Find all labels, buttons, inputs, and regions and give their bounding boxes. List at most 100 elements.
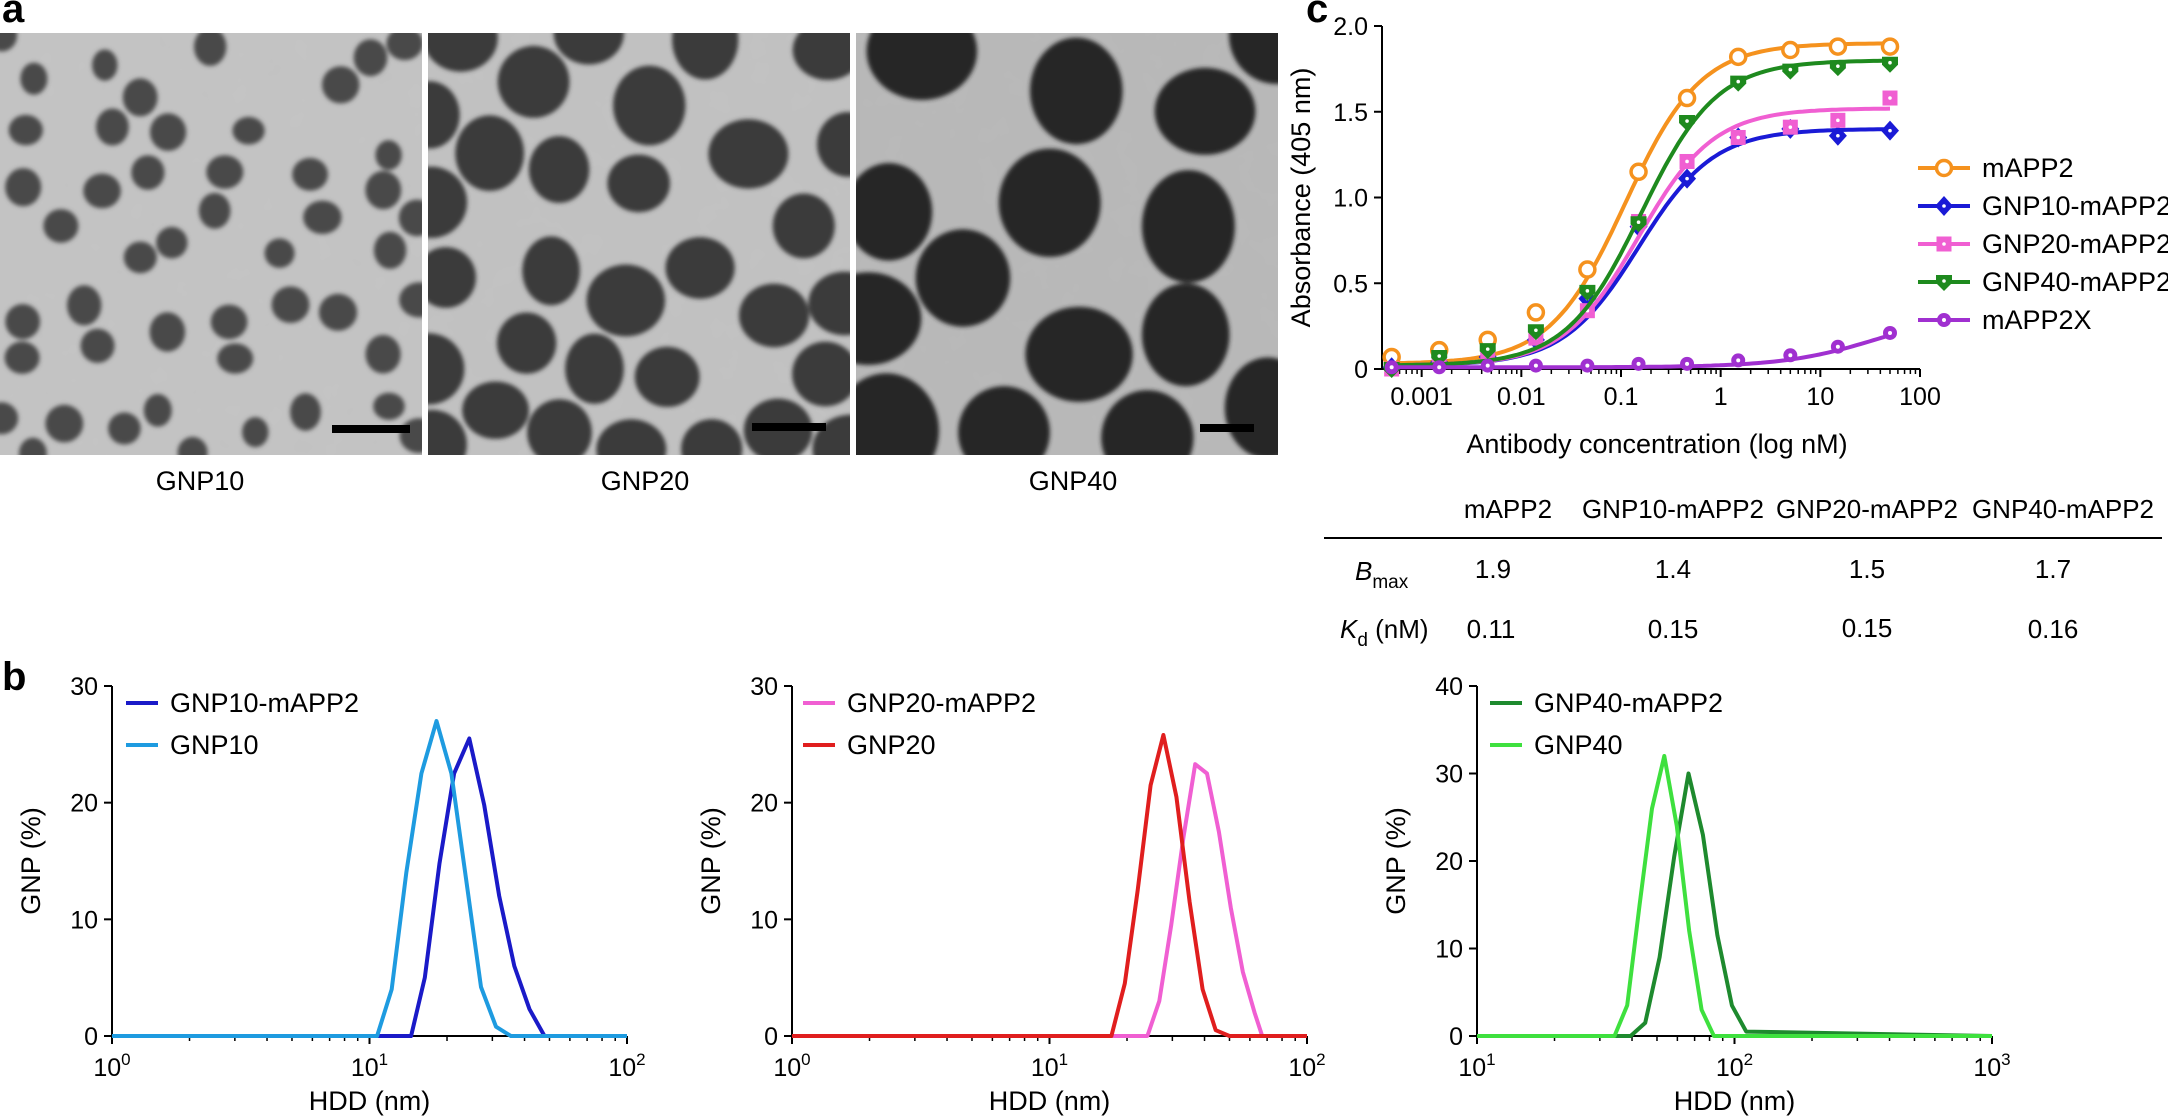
y-tick-label: 30	[70, 673, 98, 701]
nanoparticle	[83, 173, 121, 209]
nanoparticle	[958, 386, 1050, 455]
tem-image-gnp10	[0, 33, 422, 455]
data-point-mAPP2X-dot	[1485, 363, 1490, 368]
legend-label: GNP20-mAPP2	[1982, 229, 2168, 259]
nanoparticle	[1030, 37, 1123, 145]
nanoparticle	[808, 271, 850, 336]
x-tick-label: 100	[773, 1050, 810, 1082]
table-cell: 0.15	[1842, 613, 1893, 643]
dls-chart-gnp20: 0 10 20 30 100 101 102 HDD (nm) GNP (%) GNP20-mAP…	[696, 673, 1326, 1116]
binding-table: mAPP2 GNP10-mAPP2 GNP20-mAPP2 GNP40-mAPP…	[1324, 494, 2162, 651]
data-point-GNP40-mAPP2	[1881, 56, 1898, 73]
nanoparticle	[365, 170, 402, 210]
nanoparticle	[1141, 170, 1235, 283]
nanoparticle	[92, 49, 118, 81]
x-tick-label: 100	[93, 1050, 130, 1082]
nanoparticle	[496, 312, 557, 374]
table-row-label: Bmax	[1355, 556, 1409, 593]
nanoparticle	[672, 33, 739, 80]
nanoparticle	[45, 404, 84, 443]
nanoparticle	[290, 393, 321, 431]
nanoparticle	[123, 241, 157, 274]
x-axis-label: HDD (nm)	[989, 1086, 1111, 1116]
nanoparticle	[998, 148, 1101, 257]
y-axis-label: Absorbance (405 nm)	[1286, 68, 1316, 328]
nanoparticle	[497, 45, 570, 118]
data-point-GNP20-mAPP2-dot	[1888, 96, 1892, 100]
y-tick-label: 10	[1435, 936, 1463, 964]
data-point-GNP40-mAPP2-dot	[1585, 289, 1590, 293]
dls-chart-gnp40: 0 10 20 30 40 101 102 103 HDD (nm) GNP (%) GNP40-m…	[1381, 673, 2011, 1116]
table-cell: 1.5	[1849, 554, 1885, 584]
nanoparticle	[242, 417, 269, 448]
nanoparticle	[607, 154, 670, 213]
y-tick-label: 30	[750, 673, 778, 701]
nanoparticle	[681, 419, 743, 455]
data-point-GNP40-mAPP2	[1829, 60, 1846, 77]
nanoparticle	[365, 334, 401, 374]
data-point-mAPP2X-dot	[1585, 363, 1590, 368]
data-point-mAPP2X-dot	[1736, 358, 1741, 363]
legend-label: GNP40-mAPP2	[1982, 267, 2168, 297]
nanoparticle	[322, 66, 360, 104]
table-row-label: Kd (nM)	[1340, 614, 1429, 651]
data-point-mAPP2X-dot	[1636, 361, 1641, 366]
nanoparticle	[428, 33, 498, 72]
data-point-GNP40-mAPP2-dot	[1685, 119, 1689, 123]
legend-label: GNP20-mAPP2	[847, 688, 1036, 718]
legend-label: GNP20	[847, 730, 936, 760]
image-label-gnp40: GNP40	[1029, 466, 1118, 496]
table-header: GNP10-mAPP2	[1582, 494, 1764, 524]
legend-label: mAPP2	[1982, 153, 2074, 183]
y-tick-label: 0	[1354, 356, 1368, 384]
nanoparticle	[20, 62, 48, 95]
nanoparticle	[156, 226, 188, 259]
y-tick-label: 0	[84, 1023, 98, 1051]
nanoparticle	[373, 392, 405, 420]
nanoparticle	[5, 304, 41, 340]
data-point-mAPP2X-dot	[1389, 365, 1394, 370]
nanoparticle	[1101, 390, 1194, 455]
data-point-GNP40-mAPP2-dot	[1836, 64, 1840, 68]
x-tick-label: 101	[351, 1050, 388, 1082]
y-tick-label: 20	[1435, 848, 1463, 876]
nanoparticle	[665, 237, 735, 299]
data-point-mAPP2X-dot	[1685, 361, 1690, 366]
nanoparticle	[122, 78, 158, 117]
nanoparticle	[271, 286, 310, 324]
x-tick-label: 102	[1716, 1050, 1753, 1082]
nanoparticle	[0, 33, 18, 52]
y-tick-label: 2.0	[1333, 13, 1368, 41]
nanoparticle	[19, 437, 47, 455]
data-point-GNP40-mAPP2-dot	[1485, 347, 1490, 351]
data-point-mAPP2X-dot	[1437, 365, 1442, 370]
nanoparticle	[0, 402, 19, 435]
nanoparticle	[428, 247, 476, 308]
y-tick-label: 0	[764, 1023, 778, 1051]
x-axis-label: HDD (nm)	[309, 1086, 431, 1116]
legend-label: GNP10-mAPP2	[170, 688, 359, 718]
y-axis-label: GNP (%)	[16, 807, 46, 915]
data-point-GNP40-mAPP2	[1782, 63, 1799, 80]
nanoparticle	[708, 119, 789, 189]
nanoparticle	[1228, 33, 1278, 84]
x-tick-label: 101	[1458, 1050, 1495, 1082]
y-axis-label: GNP (%)	[696, 807, 726, 915]
y-tick-label: 20	[70, 790, 98, 818]
x-axis-label: HDD (nm)	[1674, 1086, 1796, 1116]
y-tick-label: 0.5	[1333, 270, 1368, 298]
data-point-GNP20-mAPP2-dot	[1685, 159, 1689, 164]
table-cell: 0.16	[2028, 614, 2079, 644]
nanoparticle	[375, 140, 402, 171]
x-tick-label: 103	[1973, 1050, 2010, 1082]
legend-marker-dot	[1942, 318, 1946, 322]
nanoparticle	[528, 136, 590, 203]
nanoparticle	[398, 199, 422, 237]
data-point-GNP40-mAPP2-dot	[1788, 67, 1793, 72]
nanoparticle	[232, 116, 265, 145]
data-point-GNP20-mAPP2-dot	[1788, 125, 1793, 129]
image-label-gnp10: GNP10	[156, 466, 245, 496]
scale-bar	[752, 423, 826, 431]
data-point-mAPP2X-dot	[1788, 353, 1793, 358]
